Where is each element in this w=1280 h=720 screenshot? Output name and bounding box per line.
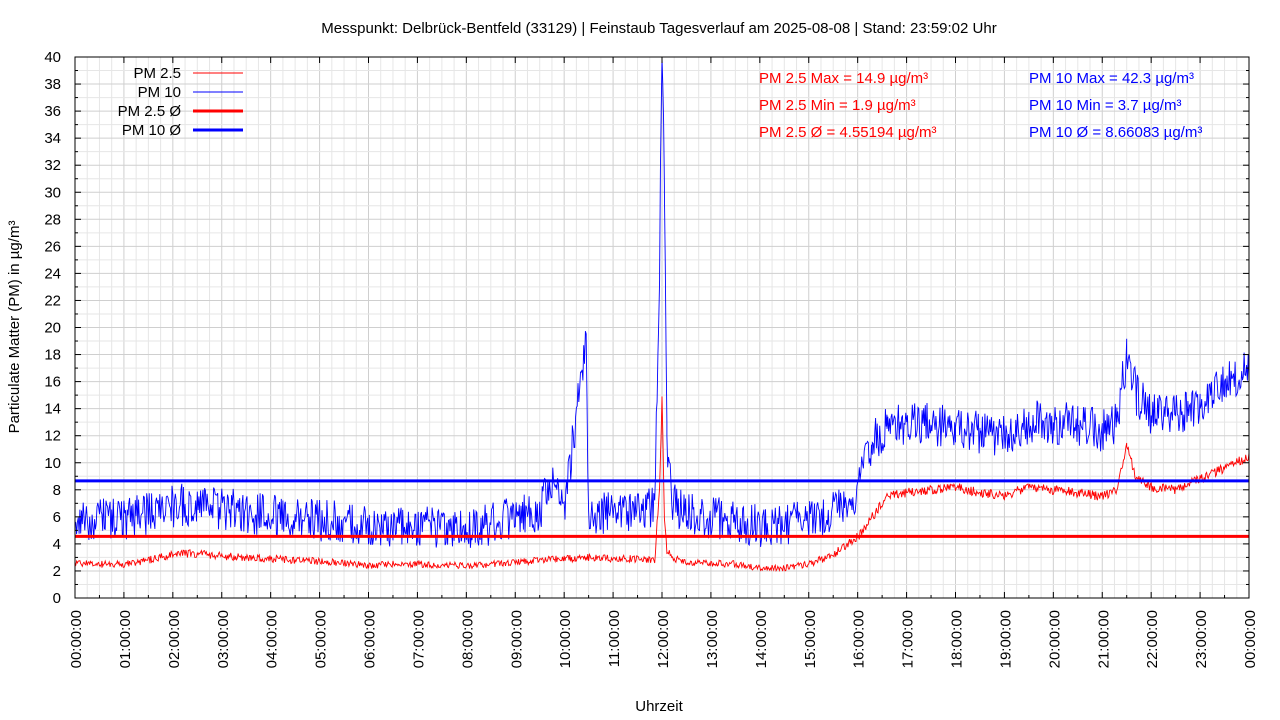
x-tick-label: 12:00:00 — [655, 610, 672, 668]
pm25-stat-label: PM 2.5 Max = 14.9 µg/m³ — [759, 70, 928, 87]
x-tick-label: 14:00:00 — [753, 610, 770, 668]
x-tick-label: 10:00:00 — [557, 610, 574, 668]
x-tick-label: 07:00:00 — [410, 610, 427, 668]
series-line — [74, 56, 1250, 548]
x-tick-label: 11:00:00 — [606, 610, 623, 667]
y-tick-label: 16 — [44, 374, 61, 391]
x-tick-label: 23:00:00 — [1193, 610, 1210, 668]
axes: 024681012141618202224262830323436384000:… — [44, 49, 1259, 668]
y-tick-label: 10 — [44, 455, 61, 472]
x-tick-label: 21:00:00 — [1095, 610, 1112, 668]
pm10-stat-label: PM 10 Ø = 8.66083 µg/m³ — [1029, 124, 1202, 141]
x-tick-label: 15:00:00 — [802, 610, 819, 668]
pm25-stat-label: PM 2.5 Ø = 4.55194 µg/m³ — [759, 124, 936, 141]
y-tick-label: 32 — [44, 157, 61, 174]
x-tick-label: 06:00:00 — [362, 610, 379, 668]
y-tick-label: 2 — [53, 563, 61, 580]
pm25-stat-label: PM 2.5 Min = 1.9 µg/m³ — [759, 97, 916, 114]
pm10-stat-label: PM 10 Max = 42.3 µg/m³ — [1029, 70, 1194, 87]
y-tick-label: 8 — [53, 482, 61, 499]
legend: PM 2.5 PM 10 PM 2.5 Ø PM 10 Ø — [118, 65, 243, 139]
y-tick-label: 18 — [44, 347, 61, 364]
x-tick-label: 16:00:00 — [851, 610, 868, 668]
series-line — [74, 396, 1250, 573]
y-tick-label: 36 — [44, 103, 61, 120]
x-axis-label: Uhrzeit — [635, 698, 683, 715]
x-tick-label: 18:00:00 — [949, 610, 966, 668]
y-tick-label: 0 — [53, 590, 61, 607]
y-tick-label: 22 — [44, 292, 61, 309]
y-tick-label: 28 — [44, 211, 61, 228]
x-tick-label: 01:00:00 — [117, 610, 134, 668]
legend-label: PM 2.5 — [133, 65, 181, 82]
y-tick-label: 12 — [44, 428, 61, 445]
x-tick-label: 00:00:00 — [68, 610, 85, 668]
x-tick-label: 04:00:00 — [264, 610, 281, 668]
x-tick-label: 20:00:00 — [1046, 610, 1063, 668]
y-tick-label: 14 — [44, 401, 61, 418]
y-tick-label: 20 — [44, 320, 61, 337]
x-tick-label: 05:00:00 — [313, 610, 330, 668]
x-tick-label: 19:00:00 — [997, 610, 1014, 668]
x-tick-label: 00:00:00 — [1242, 610, 1259, 668]
x-tick-label: 22:00:00 — [1144, 610, 1161, 668]
x-tick-label: 17:00:00 — [900, 610, 917, 668]
x-tick-label: 08:00:00 — [459, 610, 476, 668]
series-layer — [74, 56, 1250, 573]
y-tick-label: 30 — [44, 184, 61, 201]
pm10-stat-label: PM 10 Min = 3.7 µg/m³ — [1029, 97, 1181, 114]
y-tick-label: 34 — [44, 130, 61, 147]
legend-label: PM 10 Ø — [122, 122, 182, 139]
chart-title: Messpunkt: Delbrück-Bentfeld (33129) | F… — [321, 20, 996, 37]
legend-label: PM 2.5 Ø — [118, 103, 182, 120]
y-tick-label: 4 — [53, 536, 61, 553]
y-tick-label: 38 — [44, 76, 61, 93]
x-tick-label: 03:00:00 — [215, 610, 232, 668]
legend-label: PM 10 — [138, 84, 181, 101]
stats-annotations: PM 2.5 Max = 14.9 µg/m³ PM 2.5 Min = 1.9 … — [759, 70, 1202, 141]
y-tick-label: 6 — [53, 509, 61, 526]
y-tick-label: 26 — [44, 238, 61, 255]
x-tick-label: 02:00:00 — [166, 610, 183, 668]
y-axis-label: Particulate Matter (PM) in µg/m³ — [6, 221, 23, 434]
x-tick-label: 09:00:00 — [508, 610, 525, 668]
y-tick-label: 24 — [44, 265, 61, 282]
y-tick-label: 40 — [44, 49, 61, 66]
x-tick-label: 13:00:00 — [704, 610, 721, 668]
